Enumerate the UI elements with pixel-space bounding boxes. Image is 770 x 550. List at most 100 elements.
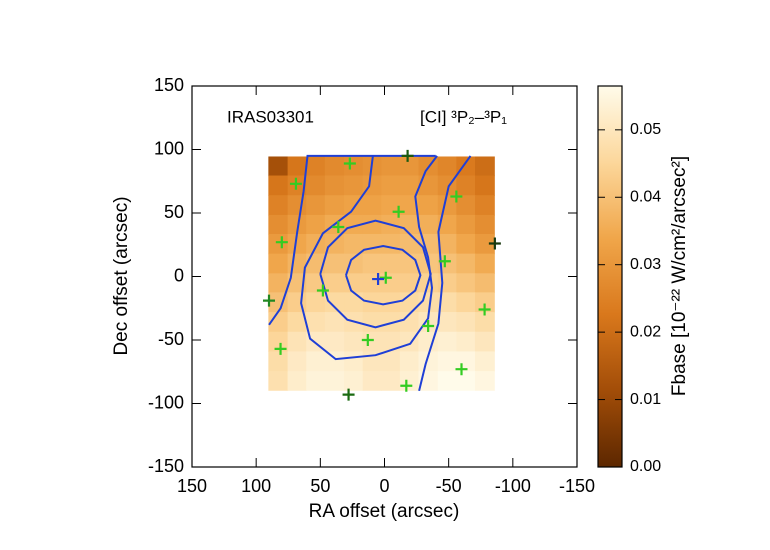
map-cell (474, 292, 495, 313)
map-cell (399, 351, 420, 372)
position-marker (263, 294, 275, 307)
map-cell (418, 214, 439, 235)
map-cell (306, 233, 326, 255)
map-cell (474, 175, 495, 196)
chart-subtitle: [CI] ³P₂–³P₁ (420, 107, 507, 126)
position-marker (372, 273, 385, 286)
map-cell (362, 331, 382, 353)
map-cell (324, 233, 345, 255)
map-cell (418, 351, 439, 372)
contour-line (418, 155, 472, 392)
map-cell (474, 273, 495, 293)
contour-line (268, 154, 436, 326)
map-cell (324, 292, 345, 313)
map-cell (474, 233, 495, 255)
y-tick-label: -150 (148, 456, 184, 476)
y-tick-label: 0 (174, 265, 184, 285)
map-cell (344, 292, 364, 313)
position-marker (332, 220, 345, 233)
map-cell (306, 214, 326, 235)
y-tick-label: -100 (148, 392, 184, 412)
map-cell (437, 233, 457, 255)
map-cell (306, 351, 326, 372)
map-cell (306, 371, 326, 391)
map-cell (437, 156, 457, 177)
map-cell (456, 233, 476, 255)
map-cell (456, 312, 476, 333)
map-cell (399, 273, 420, 293)
y-tick-label: 50 (164, 202, 184, 222)
x-tick-label: 150 (177, 476, 207, 496)
map-cell (381, 233, 401, 255)
contour-line (319, 219, 432, 329)
map-cell (268, 195, 289, 216)
map-cell (399, 292, 420, 313)
map-cell (399, 195, 420, 216)
map-cell (362, 371, 382, 391)
map-cell (287, 214, 307, 235)
colorbar (597, 85, 623, 468)
map-cell (287, 351, 307, 372)
map-cell (306, 312, 326, 333)
map-cell (474, 253, 495, 274)
y-tick-label: 100 (154, 138, 184, 158)
map-cell (268, 273, 289, 293)
map-cell (344, 156, 364, 177)
map-cell (324, 371, 345, 391)
position-marker (455, 363, 468, 376)
map-cell (268, 233, 289, 255)
map-cell (268, 156, 289, 177)
map-cell (456, 175, 476, 196)
map-cell (456, 273, 476, 293)
map-cell (324, 312, 345, 333)
x-tick-label: 50 (310, 476, 330, 496)
map-cell (474, 156, 495, 177)
colorbar-label: Fbase [10⁻²² W/cm²/arcsec²] (669, 156, 690, 396)
map-cell (324, 175, 345, 196)
map-cell (456, 331, 476, 353)
map-cell (362, 214, 382, 235)
map-cell (268, 175, 289, 196)
map-cell (399, 175, 420, 196)
map-cell (268, 331, 289, 353)
map-cell (456, 253, 476, 274)
map-cell (456, 195, 476, 216)
map-cell (287, 175, 307, 196)
x-tick-label: -100 (495, 476, 531, 496)
map-cell (362, 195, 382, 216)
map-cell (437, 292, 457, 313)
map-cell (324, 351, 345, 372)
chart-title: IRAS03301 (227, 107, 314, 126)
map-cell (362, 175, 382, 196)
y-tick-label: 150 (154, 75, 184, 95)
map-cell (437, 312, 457, 333)
map-cell (437, 214, 457, 235)
position-marker (392, 205, 405, 218)
map-cell (268, 253, 289, 274)
position-marker (343, 157, 356, 170)
position-marker (422, 320, 435, 333)
map-cell (287, 312, 307, 333)
map-cell (362, 312, 382, 333)
position-marker (478, 303, 491, 316)
position-marker (379, 271, 392, 284)
map-cell (344, 371, 364, 391)
position-marker (275, 236, 288, 249)
map-cell (324, 195, 345, 216)
map-cell (399, 156, 420, 177)
map-cell (268, 351, 289, 372)
position-marker (361, 334, 374, 346)
map-cell (362, 233, 382, 255)
x-tick-label: 100 (241, 476, 271, 496)
map-cell (306, 292, 326, 313)
map-cell (437, 351, 457, 372)
position-marker (316, 284, 329, 297)
map-cell (306, 195, 326, 216)
map-cell (344, 175, 364, 196)
map-cell (418, 195, 439, 216)
map-cell (306, 253, 326, 274)
map-cell (456, 156, 476, 177)
x-tick-label: -50 (436, 476, 462, 496)
position-marker (289, 177, 302, 190)
map-cell (437, 253, 457, 274)
